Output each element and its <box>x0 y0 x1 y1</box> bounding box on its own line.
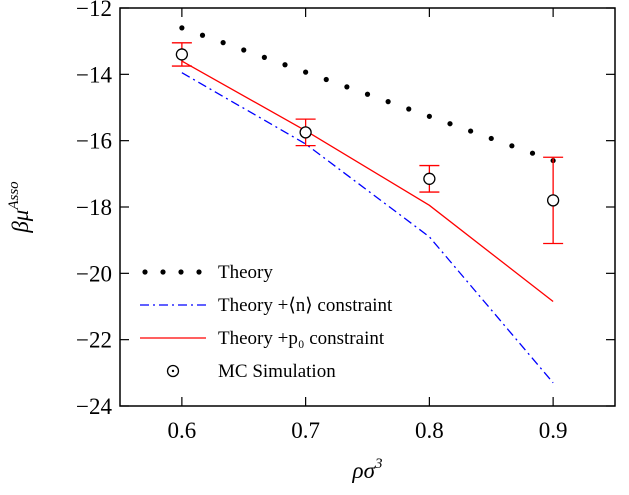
series-layer <box>171 25 564 384</box>
series-theory-n-constraint-line <box>181 72 554 384</box>
labels-layer: 0.6 0.7 0.8 0.9 −24 −22 −20 −18 −16 −14 −12 ρσ3 βμAs… <box>6 0 568 483</box>
series-theory-dot <box>303 69 309 75</box>
mc-simulation-point <box>299 126 312 139</box>
x-axis-label: ρσ3 <box>352 456 383 483</box>
y-tick-label: −20 <box>76 261 112 286</box>
series-theory-dot <box>344 84 350 90</box>
y-tick-label: −18 <box>76 195 112 220</box>
x-axis-label-sup: 3 <box>374 456 383 472</box>
legend-theory-symbol <box>178 269 184 275</box>
series-theory-dot <box>509 143 515 149</box>
y-tick-label: −14 <box>76 62 112 87</box>
mc-simulation-point <box>546 194 560 207</box>
mc-simulation-point <box>423 172 436 185</box>
series-theory-dot <box>261 54 267 60</box>
legend-theory-symbol <box>142 269 148 275</box>
y-tick-label: −16 <box>76 129 112 154</box>
legend-label: Theory +p₀ constraint <box>218 328 385 349</box>
y-axis-label-sup: Asso <box>6 181 22 211</box>
y-tick-label: −22 <box>76 328 112 353</box>
series-theory-dot <box>406 106 412 112</box>
legend-theory-symbol <box>160 269 166 275</box>
series-theory-dot <box>241 47 247 53</box>
x-tick-label: 0.6 <box>168 418 197 443</box>
series-theory-dot <box>447 121 453 127</box>
legend-label: Theory +⟨n⟩ constraint <box>218 295 393 316</box>
series-theory-dot <box>529 150 536 156</box>
x-tick-label: 0.7 <box>291 418 320 443</box>
series-theory-dot <box>468 128 474 134</box>
series-theory-dot <box>220 40 226 46</box>
x-tick-label: 0.8 <box>415 418 444 443</box>
y-tick-label: −24 <box>76 394 112 419</box>
mc-simulation-point <box>175 48 189 61</box>
legend-mc-symbol-dot <box>171 369 175 373</box>
legend-label: MC Simulation <box>218 361 336 382</box>
series-theory-dot <box>199 32 206 38</box>
legend-layer: Theory Theory +⟨n⟩ constraint Theory +p₀ c… <box>140 262 393 382</box>
series-theory-p0-constraint-line <box>181 60 554 303</box>
plot-frame <box>119 7 616 407</box>
series-theory-dot <box>426 113 432 119</box>
series-theory-dot <box>364 91 371 97</box>
legend-label: Theory <box>218 262 273 283</box>
y-tick-label: −12 <box>76 0 112 21</box>
series-theory-dot <box>179 25 185 31</box>
legend-theory-symbol <box>196 269 202 275</box>
series-theory-dot <box>282 62 288 68</box>
y-axis-label: βμAsso <box>6 181 33 234</box>
x-tick-label: 0.9 <box>539 418 568 443</box>
series-theory-dot <box>488 135 494 142</box>
series-theory-dot <box>323 76 329 83</box>
series-theory-dot <box>385 99 391 105</box>
